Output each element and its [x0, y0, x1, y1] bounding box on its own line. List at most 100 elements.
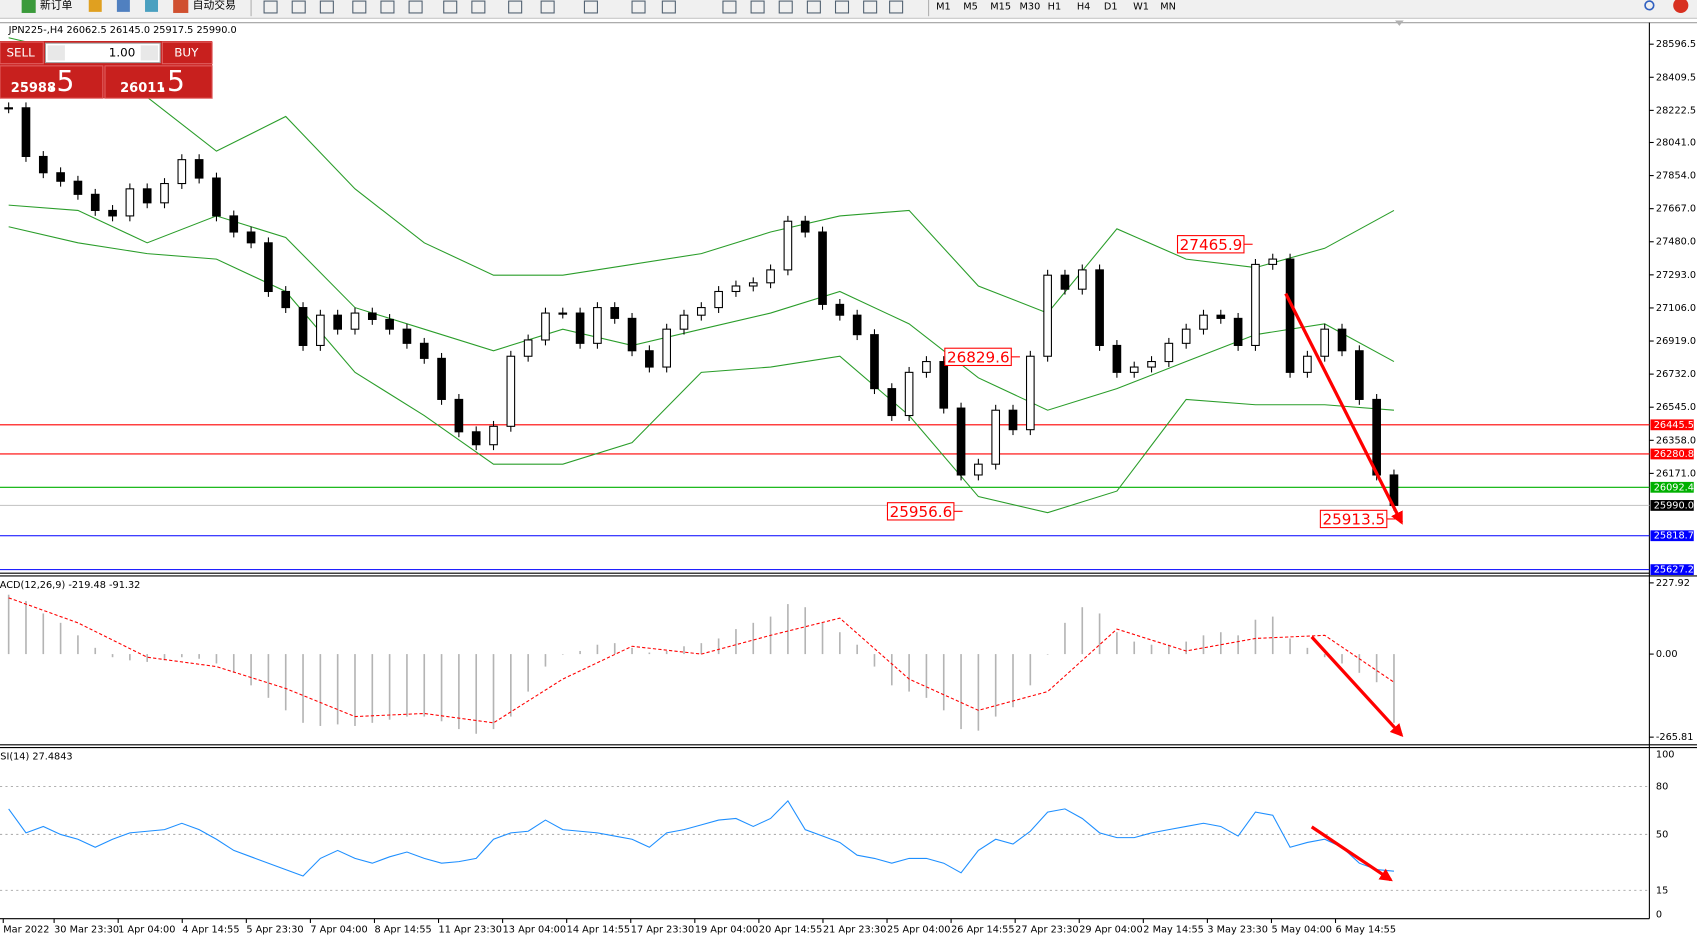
y-tick-label: 50 — [1656, 829, 1668, 840]
candle-body — [1043, 274, 1052, 357]
candle-body — [316, 314, 325, 346]
toolbar-icon[interactable] — [443, 0, 458, 14]
timeframe-button[interactable]: M5 — [963, 1, 978, 12]
volume-input[interactable] — [44, 42, 161, 64]
toolbar-icon[interactable] — [145, 0, 159, 12]
y-tick-label: 27667.0 — [1656, 204, 1696, 215]
macd-bar — [181, 654, 183, 658]
toolbar-icon[interactable] — [291, 0, 306, 14]
price-level-label: 26445.5 — [1654, 420, 1694, 431]
toolbar-icon[interactable] — [583, 0, 598, 14]
buy-button[interactable] — [161, 41, 213, 65]
macd-bar — [942, 654, 945, 711]
candle-body — [1320, 328, 1330, 357]
macd-bar — [1219, 632, 1222, 655]
new-order-icon[interactable] — [21, 0, 36, 13]
macd-bar — [94, 647, 97, 655]
toolbar-icon[interactable] — [508, 0, 523, 14]
volume-value[interactable]: 1.00 — [109, 45, 135, 59]
sell-price-pips: .5 — [48, 65, 75, 98]
volume-down[interactable] — [47, 45, 65, 61]
candle-body — [1337, 328, 1347, 352]
candle-body — [627, 317, 637, 352]
candle-body — [125, 188, 135, 217]
candle-body — [1251, 263, 1260, 346]
candle-body — [1060, 274, 1070, 290]
candle-body — [160, 182, 169, 204]
macd-bar — [994, 654, 997, 717]
volume-up[interactable] — [140, 45, 159, 61]
new-order-button[interactable]: 新订单 — [40, 0, 73, 11]
price-level-tag — [1650, 500, 1694, 511]
candle-body — [298, 307, 308, 346]
timeframe-button[interactable]: MN — [1160, 1, 1176, 12]
toolbar-icon[interactable] — [263, 0, 278, 14]
macd-title: MACD(12,26,9) -219.48 -91.32 — [0, 580, 140, 591]
toolbar-icon[interactable] — [380, 0, 395, 14]
toolbar-icon[interactable] — [116, 0, 130, 12]
y-tick-label: 26358.0 — [1656, 435, 1696, 446]
x-tick-label: 6 May 14:55 — [1336, 924, 1397, 935]
candle-body — [939, 361, 949, 409]
timeframe-button[interactable]: D1 — [1104, 1, 1118, 12]
macd-bar — [146, 654, 149, 662]
toolbar-icon[interactable] — [834, 0, 850, 14]
candle-body — [212, 177, 221, 217]
buy-price-box[interactable] — [104, 65, 213, 99]
toolbar-icon[interactable] — [631, 0, 646, 14]
candle-body — [610, 307, 620, 319]
timeframe-button[interactable]: M15 — [990, 1, 1011, 12]
candle-body — [471, 431, 481, 446]
bollinger-lower — [8, 226, 1395, 514]
toolbar-icon[interactable] — [408, 0, 423, 14]
candle-body — [1147, 361, 1156, 368]
toolbar-icon[interactable] — [471, 0, 486, 14]
macd-bar — [284, 654, 287, 711]
toolbar-icon[interactable] — [88, 0, 102, 12]
macd-bar — [1254, 619, 1257, 655]
candle-body — [21, 107, 31, 158]
candle-body — [1216, 314, 1226, 319]
sell-price-box[interactable] — [0, 65, 104, 99]
candle-body — [991, 409, 1001, 465]
toolbar-icon[interactable] — [722, 0, 737, 14]
y-tick-label: 28409.5 — [1656, 72, 1696, 83]
toolbar-icon[interactable] — [540, 0, 555, 14]
x-tick-label: 26 Apr 14:55 — [951, 924, 1014, 935]
macd-bar — [717, 638, 720, 655]
toolbar-icon[interactable] — [889, 0, 904, 14]
alert-icon[interactable] — [1673, 0, 1689, 13]
timeframe-button[interactable]: H1 — [1048, 1, 1062, 12]
buy-label[interactable]: BUY — [174, 45, 199, 59]
sell-button[interactable] — [0, 41, 44, 65]
candle-body — [956, 407, 966, 476]
toolbar-icon[interactable] — [806, 0, 821, 14]
candle-body — [575, 312, 585, 344]
x-tick-label: 19 Apr 04:00 — [695, 924, 758, 935]
sell-label[interactable]: SELL — [6, 45, 35, 59]
timeframe-button[interactable]: W1 — [1133, 1, 1149, 12]
toolbar-icon[interactable] — [863, 0, 878, 14]
candle-body — [1181, 328, 1191, 344]
timeframe-button[interactable]: H4 — [1077, 1, 1091, 12]
candle-body — [887, 388, 897, 417]
macd-bar — [787, 604, 789, 655]
toolbar-icon[interactable] — [778, 0, 793, 14]
toolbar-icon[interactable] — [661, 0, 676, 14]
toolbar-icon[interactable] — [750, 0, 765, 14]
candle-body — [108, 209, 117, 217]
trend-arrow — [1310, 825, 1393, 882]
y-tick-label: 28041.0 — [1656, 137, 1696, 148]
auto-trading-button[interactable]: 自动交易 — [193, 0, 236, 11]
toolbar-icon[interactable] — [352, 0, 367, 14]
search-icon[interactable] — [1644, 0, 1655, 11]
timeframe-button[interactable]: M30 — [1019, 1, 1040, 12]
macd-bar — [440, 654, 443, 722]
toolbar-icon[interactable] — [319, 0, 334, 14]
macd-bar — [1116, 632, 1118, 655]
macd-bar — [1098, 613, 1101, 655]
timeframe-button[interactable]: M1 — [936, 1, 951, 12]
auto-trading-icon[interactable] — [173, 0, 189, 13]
